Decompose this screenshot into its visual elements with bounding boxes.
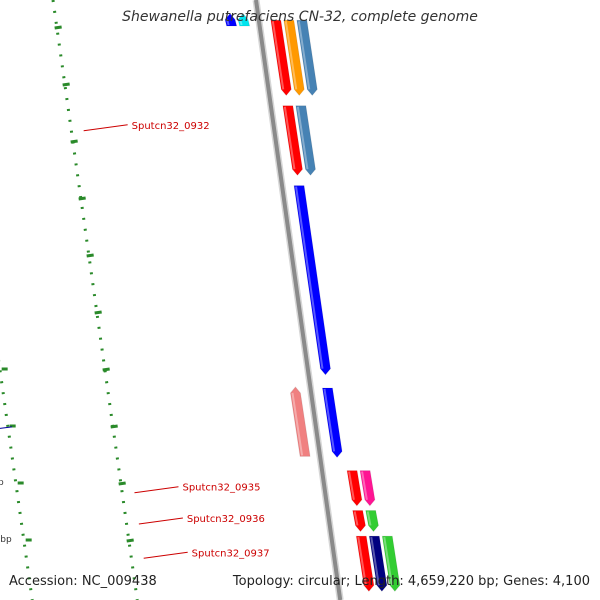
scale-tick-right bbox=[70, 139, 78, 144]
gene-feature-reverse bbox=[289, 386, 311, 457]
gene-feature-forward bbox=[365, 510, 380, 533]
scale-tick-right bbox=[54, 25, 62, 30]
gene-feature-forward bbox=[295, 105, 316, 176]
gene-feature-highlight bbox=[370, 536, 380, 586]
gene-label: Sputcn32_0935 bbox=[182, 483, 260, 494]
gene-feature-forward bbox=[368, 535, 388, 593]
accession-text: Accession: NC_009438 bbox=[9, 574, 157, 589]
gene-label-leader bbox=[134, 486, 179, 494]
map-title: Shewanella putrefaciens CN-32, complete … bbox=[122, 9, 478, 25]
gene-label: Sputcn32_0937 bbox=[192, 548, 270, 559]
gene-label-leader bbox=[83, 124, 128, 132]
genome-summary: Topology: circular; Length: 4,659,220 bp… bbox=[232, 574, 590, 589]
scale-tick-right bbox=[62, 82, 70, 87]
gene-label-leader bbox=[138, 517, 183, 525]
scale-tick-right bbox=[118, 481, 126, 486]
scale-tick-right bbox=[126, 538, 134, 543]
scale-tick-right bbox=[94, 310, 102, 315]
gene-feature-forward bbox=[293, 185, 331, 376]
gene-feature-forward bbox=[381, 535, 401, 593]
gene-label: Sputcn32_0932 bbox=[132, 121, 210, 132]
gene-feature-highlight bbox=[226, 19, 230, 26]
gene-feature-forward bbox=[355, 535, 375, 593]
scale-tick-label: 1045 kbp bbox=[0, 478, 4, 488]
scale-tick-right bbox=[78, 196, 86, 201]
gene-feature-highlight bbox=[296, 106, 309, 170]
gene-feature-highlight bbox=[271, 21, 285, 90]
gene-label: Sputcn32_0936 bbox=[187, 514, 265, 525]
gene-feature-highlight bbox=[239, 19, 243, 26]
gene-feature-highlight bbox=[366, 511, 372, 526]
gene-label-leader bbox=[143, 551, 188, 559]
right-guide-line bbox=[51, 0, 139, 600]
gene-feature-highlight bbox=[353, 511, 359, 526]
gene-feature-highlight bbox=[291, 392, 304, 456]
gene-feature-forward bbox=[283, 19, 305, 97]
scale-tick-label: 1046 kbp bbox=[0, 535, 12, 545]
gene-feature-forward bbox=[282, 105, 303, 176]
gene-feature-forward bbox=[321, 387, 343, 459]
gene-feature-highlight bbox=[348, 471, 355, 500]
scale-tick-right bbox=[102, 367, 110, 372]
gene-feature-highlight bbox=[297, 21, 311, 90]
backbone-line bbox=[254, 0, 343, 600]
gene-feature-forward bbox=[346, 470, 363, 507]
left-guide-line bbox=[0, 359, 34, 600]
gene-feature-highlight bbox=[383, 536, 393, 586]
gene-feature-reverse bbox=[237, 12, 251, 27]
gene-feature-highlight bbox=[357, 536, 367, 586]
gene-feature-highlight bbox=[295, 186, 324, 369]
gene-feature-forward bbox=[270, 19, 292, 97]
gene-feature-forward bbox=[359, 470, 376, 507]
scale-tick-right bbox=[110, 424, 118, 429]
gene-feature-highlight bbox=[284, 21, 298, 90]
gene-feature-forward bbox=[352, 510, 367, 533]
scale-tick-right bbox=[86, 253, 94, 258]
gene-feature-reverse bbox=[224, 12, 238, 27]
gene-label-leader bbox=[0, 426, 13, 429]
gene-feature-highlight bbox=[361, 471, 368, 500]
gene-feature-highlight bbox=[283, 106, 296, 170]
gene-feature-forward bbox=[296, 19, 318, 97]
gene-feature-highlight bbox=[323, 388, 336, 452]
